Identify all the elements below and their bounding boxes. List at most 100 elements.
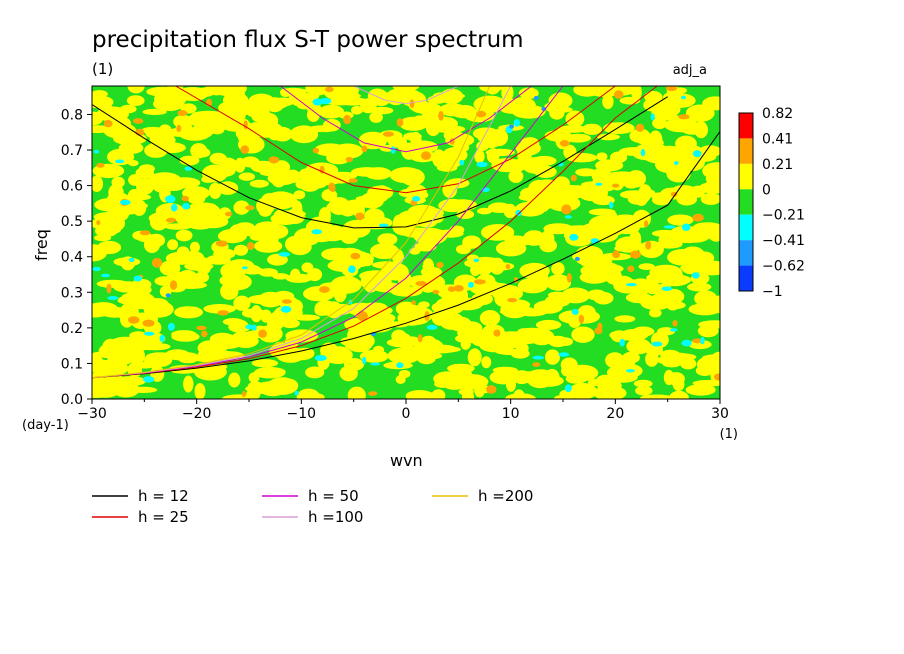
field-patch-positive xyxy=(518,87,539,99)
field-patch-strong-positive xyxy=(330,184,336,193)
field-patch-positive xyxy=(420,335,437,348)
field-patch-strong-positive xyxy=(151,257,163,268)
field-patch-positive xyxy=(370,243,399,260)
field-patch-negative xyxy=(681,223,691,231)
field-patch-positive xyxy=(471,256,500,265)
field-patch-positive xyxy=(188,202,221,220)
field-patch-strong-positive xyxy=(692,213,704,222)
dispersion-curve xyxy=(175,86,616,194)
field-patch-positive xyxy=(228,372,241,388)
field-patch-positive xyxy=(175,229,193,242)
colorbar-label: −1 xyxy=(762,284,783,300)
field-patch-positive xyxy=(626,338,652,355)
field-patch-negative xyxy=(412,196,421,202)
field-patch-positive xyxy=(669,390,689,399)
field-patch-positive xyxy=(285,329,319,343)
colorbar-label: 0.41 xyxy=(762,131,793,147)
field-patch-positive xyxy=(260,170,286,177)
field-patch-negative xyxy=(700,336,705,345)
field-patch-strong-positive xyxy=(325,86,334,93)
field-patch-negative xyxy=(159,334,165,342)
field-patch-strong-positive xyxy=(570,174,577,182)
field-patch-positive xyxy=(480,224,515,241)
field-patch-strong-positive xyxy=(348,178,358,183)
field-patch-strong-positive xyxy=(493,329,501,337)
field-patch-positive xyxy=(571,326,595,343)
y-tick-label: 0.5 xyxy=(61,214,83,230)
field-patch-positive xyxy=(609,330,628,340)
field-patch-positive xyxy=(332,143,364,159)
field-patch-strong-positive xyxy=(396,118,404,127)
field-patch-positive xyxy=(534,165,557,178)
field-patch-positive xyxy=(242,308,266,317)
field-patch-positive xyxy=(556,125,589,133)
field-patch-negative xyxy=(93,149,100,154)
field-patch-positive xyxy=(258,268,278,277)
field-patch-negative xyxy=(569,233,579,241)
field-patch-negative xyxy=(319,98,332,105)
field-patch-positive xyxy=(387,347,421,364)
field-patch-strong-positive xyxy=(665,86,677,92)
colorbar-swatch xyxy=(739,113,753,139)
field-patch-negative xyxy=(476,161,488,168)
field-patch-strong-positive xyxy=(350,252,361,260)
field-patch-negative xyxy=(144,331,155,336)
field-patch-positive xyxy=(92,351,117,358)
field-patch-negative xyxy=(515,209,522,217)
field-patch-positive xyxy=(92,356,104,365)
field-patch-strong-positive xyxy=(176,124,182,132)
field-patch-positive xyxy=(515,342,529,354)
field-patch-strong-positive xyxy=(561,204,572,215)
field-patch-positive xyxy=(619,190,651,200)
field-patch-positive xyxy=(479,310,501,327)
field-patch-positive xyxy=(145,298,169,310)
field-patch-positive xyxy=(529,328,555,346)
field-patch-positive xyxy=(474,149,485,164)
field-patch-positive xyxy=(405,184,427,201)
colorbar-label: −0.62 xyxy=(762,259,805,275)
field-patch-positive xyxy=(663,369,675,386)
field-patch-positive xyxy=(162,183,184,191)
field-patch-positive xyxy=(254,239,283,253)
field-patch-positive xyxy=(702,162,720,180)
field-patch-negative xyxy=(92,266,101,272)
field-patch-positive xyxy=(107,148,135,166)
field-patch-positive xyxy=(233,295,251,311)
field-patch-positive xyxy=(645,343,663,357)
field-patch-strong-positive xyxy=(258,329,267,338)
field-patch-positive xyxy=(249,179,269,188)
field-patch-strong-positive xyxy=(436,261,444,269)
field-patch-positive xyxy=(440,88,464,105)
colorbar-label: 0.21 xyxy=(762,157,793,173)
field-patch-positive xyxy=(403,132,422,141)
experiment-tag: adj_a xyxy=(673,63,707,78)
field-patch-strong-positive xyxy=(644,220,649,228)
field-patch-positive xyxy=(93,212,127,222)
field-patch-positive xyxy=(458,388,474,396)
field-patch-positive xyxy=(260,112,279,129)
field-patch-positive xyxy=(96,106,129,122)
field-patch-positive xyxy=(129,386,158,393)
field-patch-positive xyxy=(249,233,267,241)
field-patch-positive xyxy=(467,348,482,367)
field-patch-positive xyxy=(268,224,289,239)
field-patch-strong-positive xyxy=(486,385,497,394)
field-patch-positive xyxy=(710,265,720,273)
field-patch-negative xyxy=(468,281,474,288)
x-tick-label: −10 xyxy=(287,406,317,422)
y-tick-label: 0.0 xyxy=(61,392,83,408)
field-patch-positive xyxy=(280,87,307,95)
field-patch-positive xyxy=(596,152,608,161)
field-patch-strong-positive xyxy=(645,240,652,250)
field-patch-strong-positive xyxy=(96,162,105,168)
field-patch-strong-positive xyxy=(196,325,207,331)
field-patch-negative xyxy=(314,355,327,361)
field-patch-strong-positive xyxy=(281,299,292,304)
field-patch-positive xyxy=(448,316,472,332)
field-patch-positive xyxy=(432,149,446,168)
field-patch-positive xyxy=(652,117,667,129)
field-patch-negative xyxy=(348,265,356,274)
field-patch-positive xyxy=(197,87,215,97)
field-patch-positive xyxy=(233,200,250,215)
